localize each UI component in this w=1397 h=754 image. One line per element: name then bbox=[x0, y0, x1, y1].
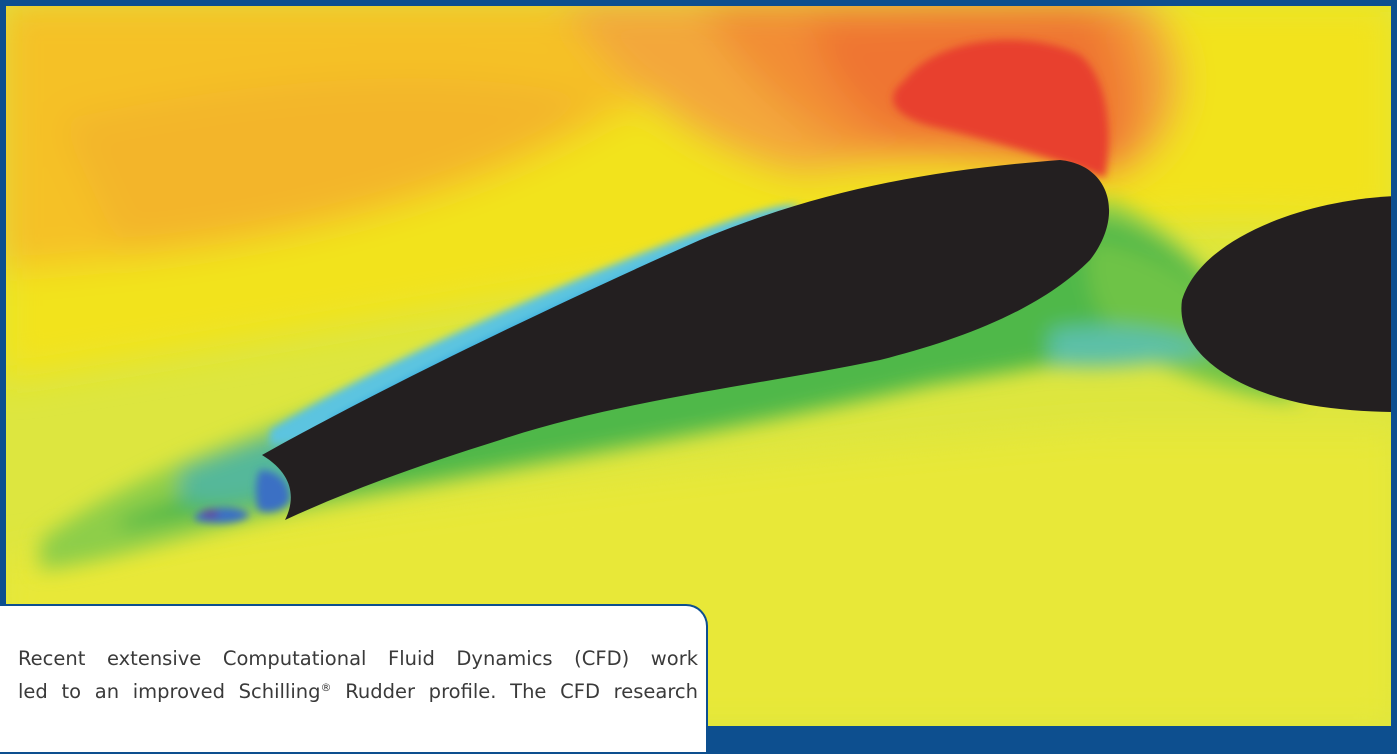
cfd-pressure-contour-image bbox=[6, 6, 1391, 726]
hull-body bbox=[1181, 196, 1391, 412]
caption-line-2-start: led to an improved Schilling bbox=[18, 680, 321, 703]
high-pressure-core bbox=[892, 40, 1109, 178]
caption-line-1: Recent extensive Computational Fluid Dyn… bbox=[18, 647, 698, 670]
cfd-image-frame bbox=[0, 0, 1397, 726]
caption-box: Recent extensive Computational Fluid Dyn… bbox=[0, 604, 708, 754]
rudder-profile bbox=[262, 160, 1110, 520]
caption-text: Recent extensive Computational Fluid Dyn… bbox=[18, 642, 698, 708]
caption-line-2-end: Rudder profile. The CFD research bbox=[331, 680, 699, 703]
registered-mark: ® bbox=[320, 681, 332, 694]
